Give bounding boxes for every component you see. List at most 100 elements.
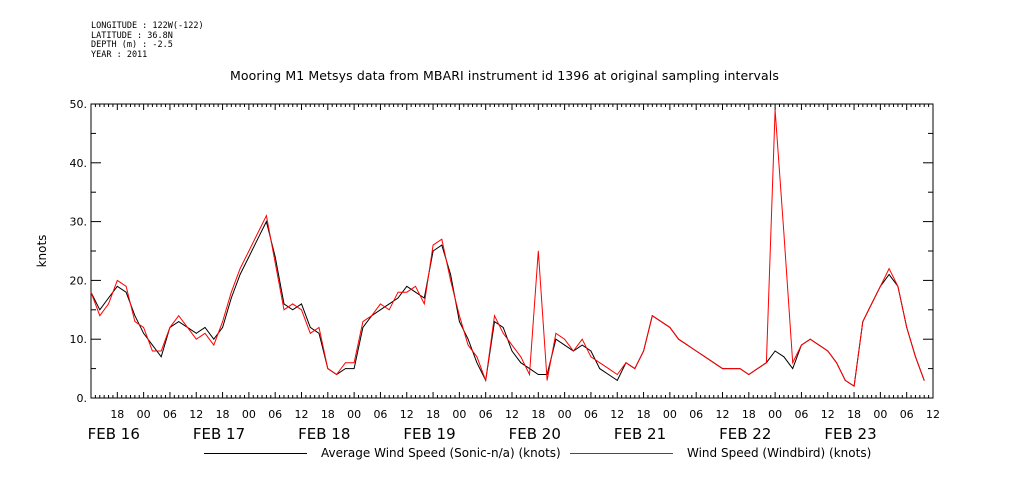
data-point [783,232,785,234]
data-point [116,285,118,287]
data-point [546,379,548,381]
legend-label-windbird: Wind Speed (Windbird) (knots) [687,446,872,460]
data-point [143,332,145,334]
data-point [774,109,776,111]
data-point [169,327,171,328]
data-point [888,274,890,275]
data-point [450,274,452,275]
data-point [230,297,232,299]
x-hour-label: 00 [242,408,256,421]
data-point [476,362,478,364]
data-point [827,350,829,352]
x-day-label: FEB 23 [824,425,876,443]
data-point [380,303,381,305]
x-day-label: FEB 17 [193,425,245,443]
data-point [625,362,627,364]
data-point [502,332,504,334]
data-point [371,315,373,317]
data-point [529,374,530,375]
x-day-label: FEB 18 [298,425,350,443]
data-point [520,362,522,364]
data-point [292,303,294,305]
data-point [353,368,355,369]
data-point [441,244,443,246]
x-day-label: FEB 20 [509,425,561,443]
legend-label-average-wind: Average Wind Speed (Sonic-n/a) (knots) [321,446,561,460]
x-hour-label: 06 [584,408,598,421]
data-point [362,327,364,328]
data-point [283,303,285,305]
data-point [248,250,250,252]
data-point [634,368,636,369]
data-point [485,379,487,381]
data-point [283,309,285,311]
data-point [853,385,855,387]
data-point [581,338,583,340]
data-point [222,327,223,328]
y-axis-label: knots [35,235,49,268]
data-point [318,327,320,328]
data-point [353,362,355,364]
y-tick-label: 50. [70,98,88,111]
x-hour-label: 18 [847,408,861,421]
data-point [888,268,890,270]
legend-swatch-black [204,453,307,454]
data-point [792,368,794,369]
data-point [125,291,127,293]
chart-title: Mooring M1 Metsys data from MBARI instru… [230,68,779,83]
data-point [160,350,162,352]
data-point [687,344,688,346]
data-point [336,374,337,375]
data-point [362,321,364,322]
data-point [695,350,697,352]
x-day-label: FEB 22 [719,425,771,443]
x-hour-label: 00 [452,408,466,421]
data-point [643,350,644,352]
x-hour-label: 00 [663,408,677,421]
data-point [704,356,706,358]
data-point [871,303,873,305]
data-point [678,338,680,340]
data-point [344,362,346,364]
data-point [301,309,302,311]
x-day-label: FEB 19 [403,425,455,443]
data-point [99,315,101,317]
data-point [441,238,443,240]
x-hour-label: 06 [794,408,808,421]
series-line-windbird [90,109,925,388]
longitude-label: LONGITUDE : 122W(-122) [91,21,204,31]
x-hour-label: 00 [558,408,572,421]
x-hour-label: 00 [347,408,361,421]
data-point [397,297,399,299]
data-point [564,338,566,340]
legend-swatch-red [570,453,673,454]
x-hour-label: 18 [531,408,545,421]
data-point [722,368,723,369]
data-point [494,321,495,322]
x-hour-label: 18 [426,408,440,421]
data-point [660,321,662,322]
data-point [90,291,92,293]
data-point [572,350,574,352]
data-point [213,338,215,340]
data-point [432,244,434,246]
data-point [555,338,557,340]
x-hour-label: 18 [321,408,335,421]
data-point [511,344,513,346]
data-point [108,297,109,299]
x-hour-label: 18 [742,408,756,421]
x-hour-label: 18 [216,408,230,421]
data-point [204,332,206,334]
x-hour-label: 00 [873,408,887,421]
data-point [608,374,609,375]
data-point [879,285,881,287]
y-tick-label: 0. [77,392,88,405]
y-tick-label: 40. [70,157,88,170]
data-point [222,321,223,322]
data-point [608,368,609,369]
data-point [432,250,434,252]
x-day-label: FEB 21 [614,425,666,443]
data-point [143,327,145,328]
data-point [178,315,180,317]
